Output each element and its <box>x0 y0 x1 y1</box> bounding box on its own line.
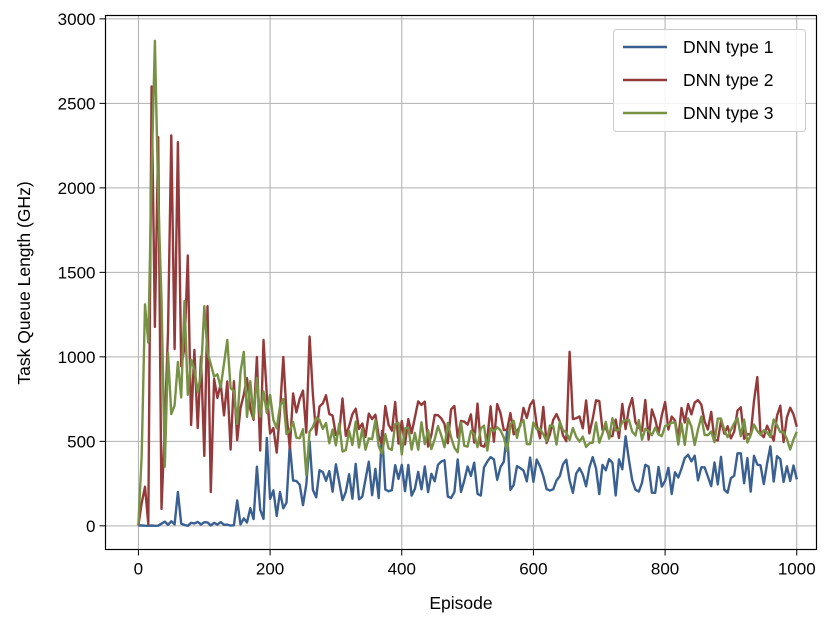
y-tick-label: 2500 <box>58 94 96 113</box>
x-tick-label: 200 <box>256 560 284 579</box>
legend-box <box>613 29 806 132</box>
legend-label: DNN type 3 <box>683 103 773 123</box>
x-tick-label: 400 <box>388 560 416 579</box>
x-tick-label: 0 <box>134 560 143 579</box>
y-axis-title: Task Queue Length (GHz) <box>14 181 34 384</box>
y-tick-label: 2000 <box>58 179 96 198</box>
legend-label: DNN type 1 <box>683 37 773 57</box>
legend-label: DNN type 2 <box>683 70 773 90</box>
series-line-3 <box>137 39 798 525</box>
y-tick-label: 3000 <box>58 10 96 29</box>
series-lines <box>137 39 798 527</box>
y-tick-label: 1500 <box>58 263 96 282</box>
x-tick-label: 1000 <box>778 560 816 579</box>
series-line-1 <box>138 430 798 527</box>
plot-frame <box>104 14 818 551</box>
y-tick-label: 0 <box>86 517 95 536</box>
y-tick-label: 1000 <box>58 348 96 367</box>
series-line-2 <box>137 85 798 526</box>
axis-ticks: 0 200 400 600 800 1000 0 500 1000 1500 2000 2500 300… <box>58 10 816 579</box>
legend: DNN type 1 DNN type 2 DNN type 3 <box>613 29 806 132</box>
x-tick-label: 800 <box>651 560 679 579</box>
y-tick-label: 500 <box>67 432 95 451</box>
x-tick-label: 600 <box>519 560 547 579</box>
x-axis-title: Episode <box>429 593 492 613</box>
